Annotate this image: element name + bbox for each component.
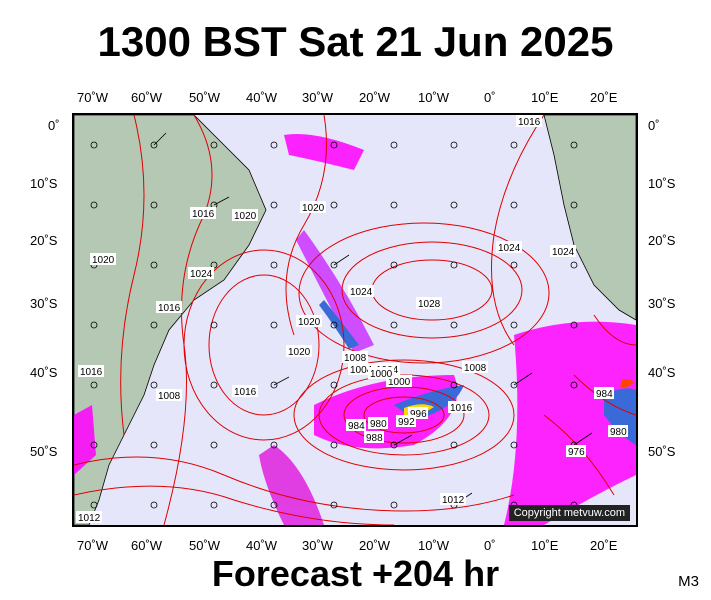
pressure-label: 1020 bbox=[298, 317, 321, 328]
lon-label: 10˚E bbox=[531, 538, 559, 553]
lat-label: 0˚ bbox=[48, 118, 60, 133]
pressure-label: 992 bbox=[398, 417, 415, 428]
pressure-label: 1012 bbox=[78, 513, 101, 524]
lon-label: 20˚E bbox=[590, 538, 618, 553]
lat-label: 40˚S bbox=[30, 365, 58, 380]
lat-label: 10˚S bbox=[648, 176, 676, 191]
wind-barbs bbox=[153, 132, 593, 506]
pressure-labels: 1016 1020 1016 1020 1024 1016 1028 1024 … bbox=[76, 115, 628, 524]
pressure-label: 976 bbox=[568, 447, 585, 458]
pressure-label: 1020 bbox=[92, 255, 115, 266]
pressure-label: 996 bbox=[410, 409, 427, 420]
lat-label: 40˚S bbox=[648, 365, 676, 380]
wind-stations bbox=[90, 141, 578, 509]
pressure-label: 984 bbox=[348, 421, 365, 432]
lon-label: 30˚W bbox=[302, 538, 334, 553]
lon-label: 70˚W bbox=[77, 538, 109, 553]
copyright-notice: Copyright metvuw.com bbox=[508, 505, 630, 521]
lon-label: 20˚E bbox=[590, 90, 618, 105]
pressure-label: 1024 bbox=[350, 287, 373, 298]
pressure-label: 1020 bbox=[234, 211, 257, 222]
pressure-label: 1000 bbox=[370, 369, 393, 380]
lat-label: 30˚S bbox=[648, 296, 676, 311]
lon-label: 20˚W bbox=[359, 538, 391, 553]
map-title: 1300 BST Sat 21 Jun 2025 bbox=[97, 18, 614, 65]
pressure-label: 1024 bbox=[190, 269, 213, 280]
lon-label: 0˚ bbox=[484, 90, 496, 105]
precipitation bbox=[74, 134, 636, 525]
pressure-label: 1012 bbox=[442, 495, 465, 506]
pressure-label: 1000 bbox=[388, 377, 411, 388]
lat-label: 30˚S bbox=[30, 296, 58, 311]
lon-label: 70˚W bbox=[77, 90, 109, 105]
map-canvas: 1016 1020 1016 1020 1024 1016 1028 1024 … bbox=[74, 115, 636, 525]
pressure-label: 980 bbox=[370, 419, 387, 430]
lon-label: 60˚W bbox=[131, 90, 163, 105]
lon-label: 10˚E bbox=[531, 90, 559, 105]
pressure-label: 1016 bbox=[158, 303, 181, 314]
lat-label: 0˚ bbox=[648, 118, 660, 133]
lat-label: 50˚S bbox=[30, 444, 58, 459]
lat-label: 10˚S bbox=[30, 176, 58, 191]
africa-land bbox=[543, 115, 636, 321]
weather-map: 1016 1020 1016 1020 1024 1016 1028 1024 … bbox=[72, 113, 638, 527]
pressure-label: 1008 bbox=[344, 353, 367, 364]
model-label: M3 bbox=[678, 573, 699, 590]
lat-label: 20˚S bbox=[648, 233, 676, 248]
pressure-label: 984 bbox=[596, 389, 613, 400]
lon-label: 0˚ bbox=[484, 538, 496, 553]
pressure-label: 1004 bbox=[350, 365, 373, 376]
lon-label: 50˚W bbox=[189, 90, 221, 105]
pressure-label: 1016 bbox=[234, 387, 257, 398]
pressure-label: 1028 bbox=[418, 299, 441, 310]
lon-label: 10˚W bbox=[418, 538, 450, 553]
lon-label: 40˚W bbox=[246, 538, 278, 553]
lon-label: 60˚W bbox=[131, 538, 163, 553]
south-america-land bbox=[74, 115, 267, 525]
lon-label: 30˚W bbox=[302, 90, 334, 105]
lon-label: 10˚W bbox=[418, 90, 450, 105]
lon-label: 40˚W bbox=[246, 90, 278, 105]
pressure-label: 1020 bbox=[288, 347, 311, 358]
pressure-label: 1008 bbox=[158, 391, 181, 402]
lat-label: 50˚S bbox=[648, 444, 676, 459]
lat-label: 20˚S bbox=[30, 233, 58, 248]
pressure-label: 1024 bbox=[552, 247, 575, 258]
pressure-label: 1016 bbox=[192, 209, 215, 220]
pressure-label: 1024 bbox=[498, 243, 521, 254]
pressure-label: 1016 bbox=[80, 367, 103, 378]
pressure-label: 1008 bbox=[464, 363, 487, 374]
pressure-label: 988 bbox=[366, 433, 383, 444]
pressure-label: 1020 bbox=[302, 203, 325, 214]
forecast-label: Forecast +204 hr bbox=[211, 553, 500, 594]
lon-label: 20˚W bbox=[359, 90, 391, 105]
pressure-label: 1016 bbox=[450, 403, 473, 414]
pressure-label: 980 bbox=[610, 427, 627, 438]
pressure-label: 1016 bbox=[518, 117, 541, 128]
lon-label: 50˚W bbox=[189, 538, 221, 553]
